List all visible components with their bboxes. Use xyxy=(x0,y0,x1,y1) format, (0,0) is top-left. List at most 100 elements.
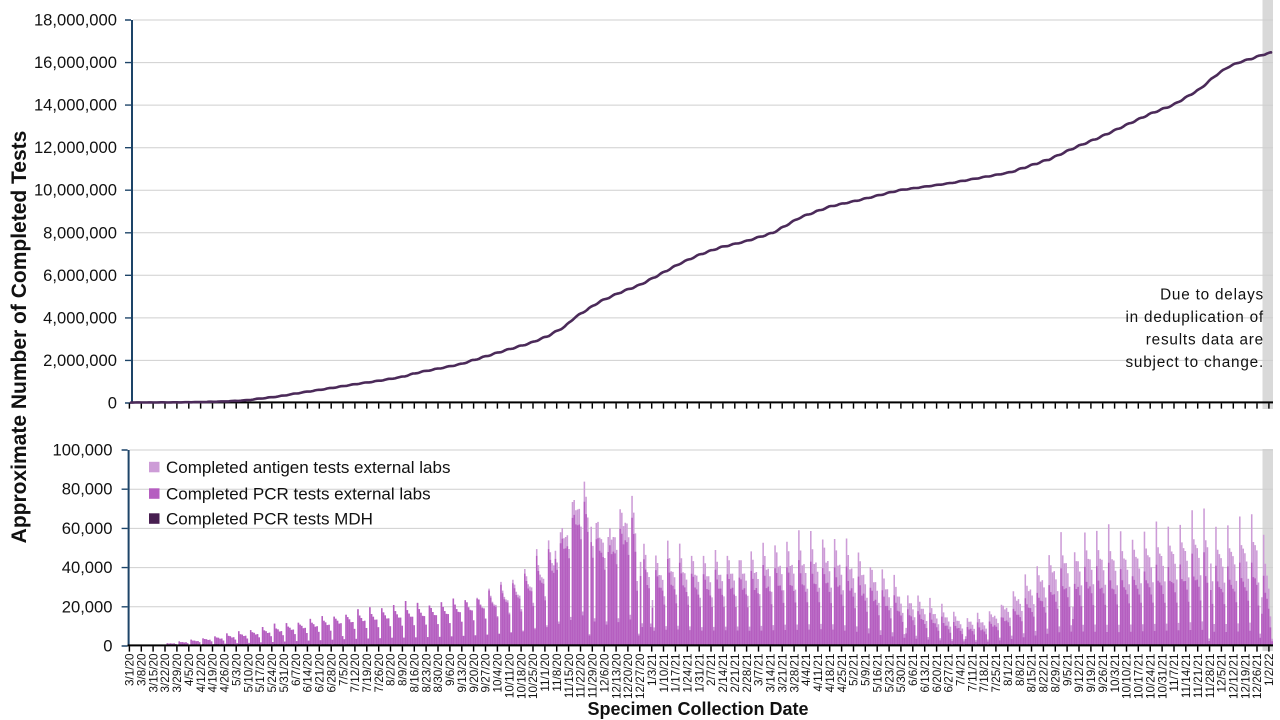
svg-text:1/3/21: 1/3/21 xyxy=(646,654,659,687)
svg-text:2,000,000: 2,000,000 xyxy=(43,351,117,370)
svg-text:12/19/21: 12/19/21 xyxy=(1239,654,1252,700)
svg-text:14,000,000: 14,000,000 xyxy=(34,96,117,115)
svg-text:11/29/20: 11/29/20 xyxy=(587,653,600,698)
svg-text:1/10/21: 1/10/21 xyxy=(658,654,671,693)
svg-text:4/5/20: 4/5/20 xyxy=(183,653,196,686)
svg-text:9/19/21: 9/19/21 xyxy=(1085,654,1098,693)
svg-text:2/21/21: 2/21/21 xyxy=(729,654,742,693)
svg-text:0: 0 xyxy=(108,394,117,413)
svg-text:3/7/21: 3/7/21 xyxy=(753,654,766,687)
svg-text:1/2/22: 1/2/22 xyxy=(1263,654,1276,687)
svg-text:8/8/21: 8/8/21 xyxy=(1014,654,1027,687)
svg-text:7/18/21: 7/18/21 xyxy=(978,653,991,692)
svg-text:4/4/21: 4/4/21 xyxy=(800,654,813,687)
svg-text:10,000,000: 10,000,000 xyxy=(34,181,117,200)
svg-text:11/1/20: 11/1/20 xyxy=(539,653,552,692)
svg-text:1/24/21: 1/24/21 xyxy=(682,654,695,693)
svg-text:6/20/21: 6/20/21 xyxy=(931,654,944,693)
svg-text:8/22/21: 8/22/21 xyxy=(1038,654,1051,693)
svg-text:8/9/20: 8/9/20 xyxy=(397,653,410,686)
svg-text:results data are: results data are xyxy=(1146,332,1264,349)
svg-text:2/14/21: 2/14/21 xyxy=(717,654,730,693)
svg-text:6/14/20: 6/14/20 xyxy=(302,653,315,692)
svg-text:Approximate Number of Complete: Approximate Number of Completed Tests xyxy=(8,131,31,544)
svg-text:8/2/20: 8/2/20 xyxy=(385,653,398,686)
svg-text:12/13/20: 12/13/20 xyxy=(610,653,623,699)
svg-text:11/22/20: 11/22/20 xyxy=(575,653,588,698)
svg-text:11/7/21: 11/7/21 xyxy=(1168,654,1181,692)
svg-text:Completed antigen tests extern: Completed antigen tests external labs xyxy=(166,458,450,477)
svg-text:6/28/20: 6/28/20 xyxy=(325,653,338,692)
svg-text:3/21/21: 3/21/21 xyxy=(776,654,789,693)
svg-text:8,000,000: 8,000,000 xyxy=(43,223,117,242)
svg-text:3/14/21: 3/14/21 xyxy=(765,654,778,693)
svg-text:6/6/21: 6/6/21 xyxy=(907,654,920,687)
svg-text:11/14/21: 11/14/21 xyxy=(1180,654,1193,699)
svg-text:18,000,000: 18,000,000 xyxy=(34,11,117,30)
svg-text:12/27/20: 12/27/20 xyxy=(634,653,647,699)
svg-text:10/18/20: 10/18/20 xyxy=(515,653,528,699)
svg-text:2/28/21: 2/28/21 xyxy=(741,654,754,693)
svg-text:9/12/21: 9/12/21 xyxy=(1073,654,1086,693)
svg-text:6/21/20: 6/21/20 xyxy=(314,653,327,692)
svg-text:5/16/21: 5/16/21 xyxy=(871,654,884,693)
svg-text:3/29/20: 3/29/20 xyxy=(171,653,184,692)
svg-text:12/6/20: 12/6/20 xyxy=(598,653,611,692)
svg-text:5/10/20: 5/10/20 xyxy=(242,653,255,692)
svg-text:10/25/20: 10/25/20 xyxy=(527,653,540,699)
svg-text:12/12/21: 12/12/21 xyxy=(1228,654,1241,700)
svg-text:6/7/20: 6/7/20 xyxy=(290,653,303,686)
svg-text:4/11/21: 4/11/21 xyxy=(812,654,825,692)
svg-text:8/15/21: 8/15/21 xyxy=(1026,654,1039,693)
svg-text:5/17/20: 5/17/20 xyxy=(254,653,267,692)
svg-text:11/28/21: 11/28/21 xyxy=(1204,654,1217,699)
svg-text:3/15/20: 3/15/20 xyxy=(147,653,160,692)
svg-text:20,000: 20,000 xyxy=(62,597,113,616)
svg-text:Due to delays: Due to delays xyxy=(1160,287,1264,304)
svg-text:4/19/20: 4/19/20 xyxy=(207,653,220,692)
svg-text:5/3/20: 5/3/20 xyxy=(230,653,243,686)
svg-text:5/2/21: 5/2/21 xyxy=(848,654,861,687)
svg-text:10/17/21: 10/17/21 xyxy=(1133,654,1146,700)
svg-text:4/26/20: 4/26/20 xyxy=(219,653,232,692)
svg-text:Completed PCR tests MDH: Completed PCR tests MDH xyxy=(166,509,373,528)
svg-text:6,000,000: 6,000,000 xyxy=(43,266,117,285)
svg-text:3/8/20: 3/8/20 xyxy=(136,653,149,686)
svg-text:4/12/20: 4/12/20 xyxy=(195,653,208,692)
svg-text:80,000: 80,000 xyxy=(62,480,113,499)
svg-text:6/27/21: 6/27/21 xyxy=(943,654,956,693)
svg-text:11/15/20: 11/15/20 xyxy=(563,653,576,698)
svg-text:9/20/20: 9/20/20 xyxy=(468,653,481,692)
svg-text:7/11/21: 7/11/21 xyxy=(966,654,979,692)
svg-text:7/25/21: 7/25/21 xyxy=(990,654,1003,693)
svg-text:1/31/21: 1/31/21 xyxy=(693,654,706,693)
svg-text:4/18/21: 4/18/21 xyxy=(824,654,837,693)
svg-text:7/19/20: 7/19/20 xyxy=(361,653,374,692)
svg-text:9/27/20: 9/27/20 xyxy=(480,653,493,692)
svg-text:5/23/21: 5/23/21 xyxy=(883,654,896,693)
svg-text:5/30/21: 5/30/21 xyxy=(895,654,908,693)
svg-text:60,000: 60,000 xyxy=(62,519,113,538)
svg-text:in deduplication of: in deduplication of xyxy=(1125,309,1264,326)
svg-text:16,000,000: 16,000,000 xyxy=(34,53,117,72)
svg-text:4/25/21: 4/25/21 xyxy=(836,654,849,693)
svg-text:7/4/21: 7/4/21 xyxy=(955,654,968,687)
svg-text:12/20/20: 12/20/20 xyxy=(622,653,635,699)
svg-text:5/24/20: 5/24/20 xyxy=(266,653,279,692)
svg-text:0: 0 xyxy=(103,637,112,656)
svg-text:3/22/20: 3/22/20 xyxy=(159,653,172,692)
svg-text:100,000: 100,000 xyxy=(53,441,113,460)
svg-text:6/13/21: 6/13/21 xyxy=(919,654,932,693)
svg-text:40,000: 40,000 xyxy=(62,558,113,577)
svg-text:subject to change.: subject to change. xyxy=(1125,354,1264,371)
svg-text:10/11/20: 10/11/20 xyxy=(503,653,516,698)
svg-text:7/5/20: 7/5/20 xyxy=(337,653,350,686)
svg-text:10/3/21: 10/3/21 xyxy=(1109,654,1122,693)
svg-text:8/23/20: 8/23/20 xyxy=(420,653,433,692)
svg-text:5/9/21: 5/9/21 xyxy=(860,654,873,687)
svg-text:7/26/20: 7/26/20 xyxy=(373,653,386,692)
svg-text:12,000,000: 12,000,000 xyxy=(34,138,117,157)
svg-text:4,000,000: 4,000,000 xyxy=(43,308,117,327)
svg-text:9/13/20: 9/13/20 xyxy=(456,653,469,692)
svg-text:8/29/21: 8/29/21 xyxy=(1050,654,1063,693)
